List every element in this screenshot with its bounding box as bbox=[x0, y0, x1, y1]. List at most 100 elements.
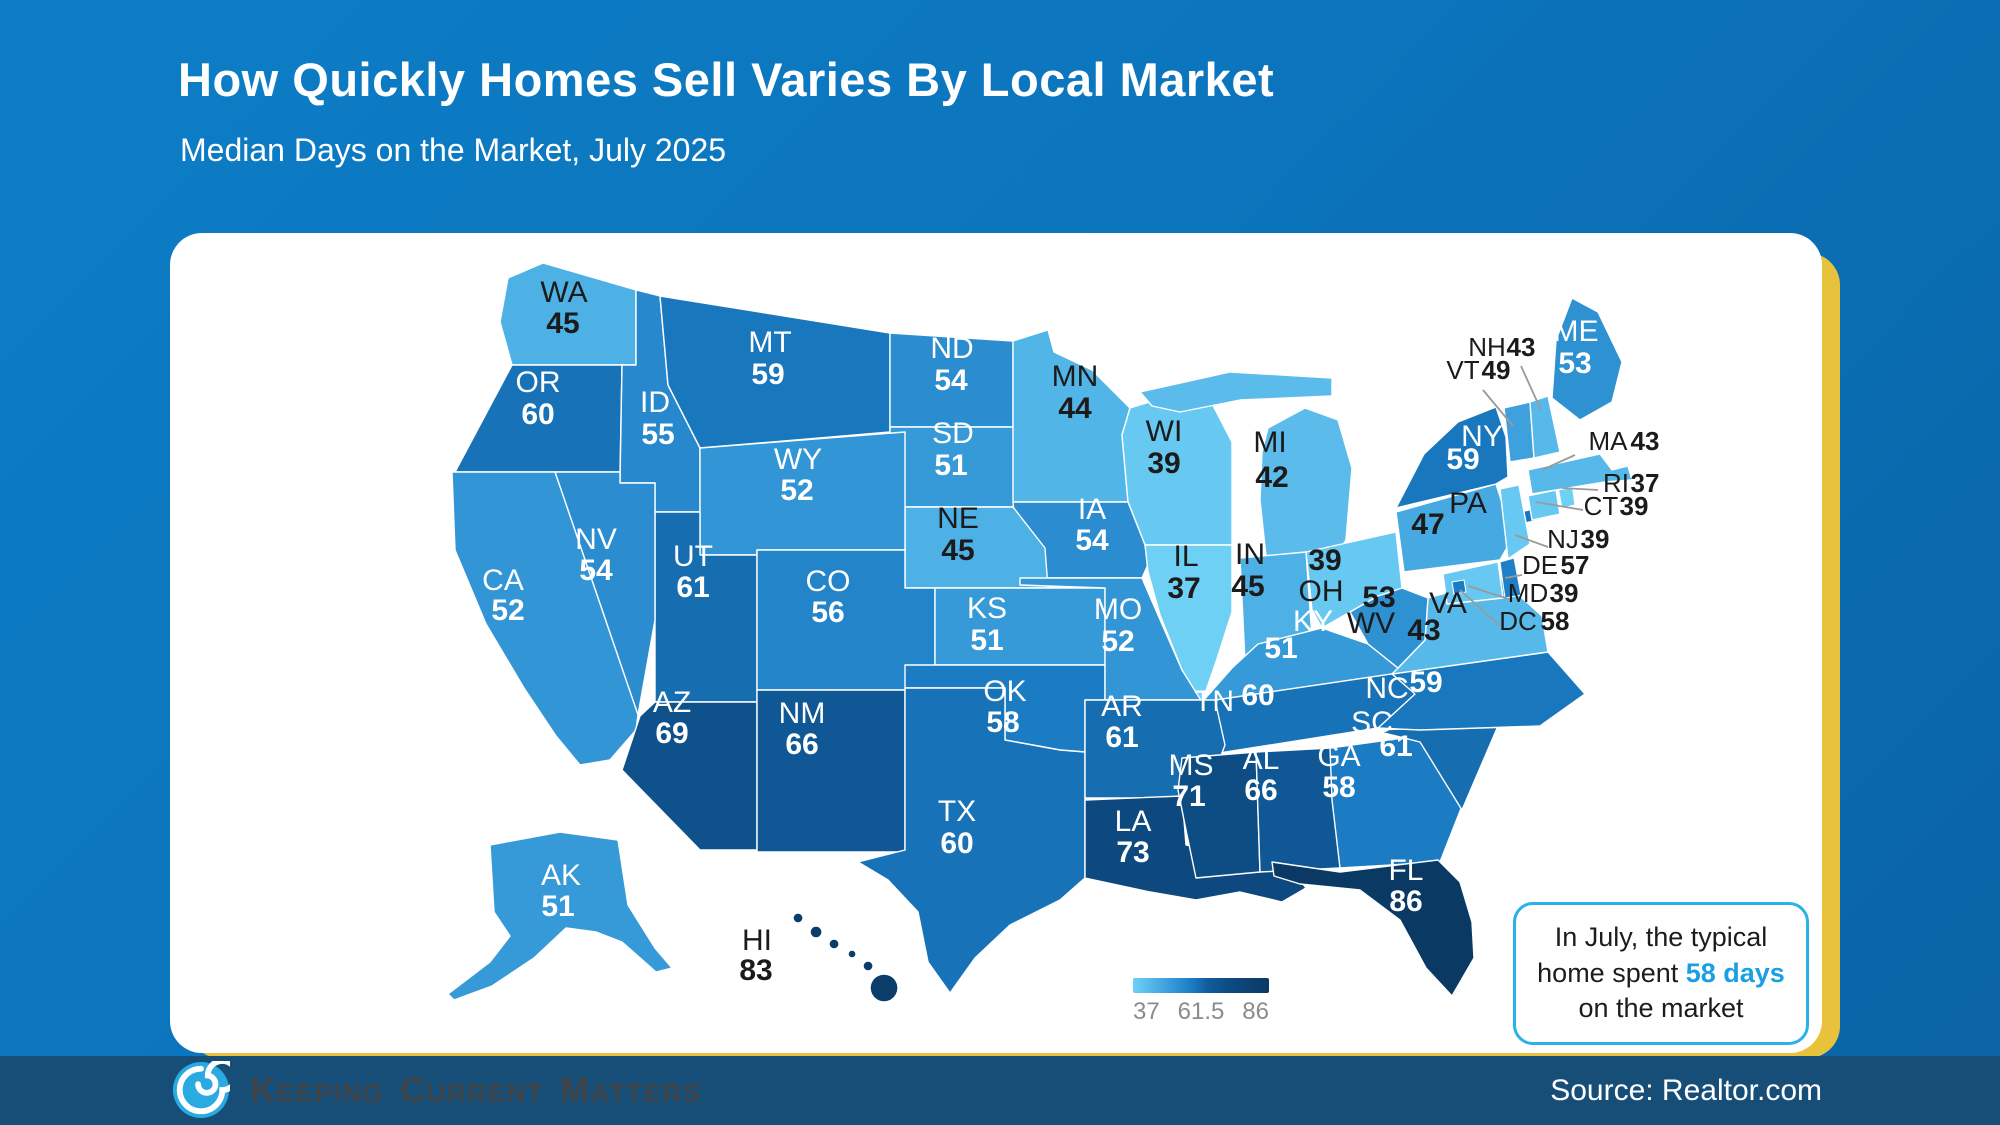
state-value-me: 53 bbox=[1558, 347, 1591, 380]
brand-text: KEEPING CURRENT MATTERS bbox=[250, 1056, 702, 1125]
state-value-dc: 58 bbox=[1541, 606, 1570, 636]
state-label-ok: OK bbox=[983, 675, 1026, 708]
state-value-ms: 71 bbox=[1172, 780, 1205, 813]
legend-ticks: 37 61.5 86 bbox=[1133, 998, 1269, 1026]
state-label-mt: MT bbox=[748, 326, 791, 359]
state-label-nd: ND bbox=[930, 332, 973, 365]
state-label-la: LA bbox=[1115, 805, 1152, 838]
state-value-wa: 45 bbox=[546, 307, 579, 340]
state-value-fl: 86 bbox=[1389, 885, 1422, 918]
state-value-vt: 49 bbox=[1482, 355, 1511, 385]
state-value-ne: 45 bbox=[941, 534, 974, 567]
state-value-sc: 61 bbox=[1379, 730, 1412, 763]
state-label-ga: GA bbox=[1317, 740, 1360, 773]
legend-tick-max: 86 bbox=[1242, 998, 1269, 1025]
state-value-nh: 43 bbox=[1507, 332, 1536, 362]
state-value-il: 37 bbox=[1167, 572, 1200, 605]
state-label-or: OR bbox=[516, 366, 561, 399]
state-value-al: 66 bbox=[1244, 774, 1277, 807]
state-label-de: DE bbox=[1522, 550, 1558, 580]
state-label-pa: PA bbox=[1449, 487, 1487, 520]
leader-line-dc bbox=[1459, 589, 1501, 627]
state-label-fl: FL bbox=[1388, 854, 1423, 887]
state-ak bbox=[447, 831, 673, 1001]
source-text: Source: Realtor.com bbox=[1550, 1073, 1822, 1107]
state-label-in: IN bbox=[1235, 538, 1265, 571]
state-me bbox=[1551, 297, 1623, 421]
state-label-sd: SD bbox=[932, 417, 974, 450]
state-value-nv: 54 bbox=[579, 554, 613, 587]
state-value-wv: 53 bbox=[1362, 581, 1395, 614]
state-label-nv: NV bbox=[575, 523, 617, 556]
state-tx bbox=[857, 687, 1086, 994]
state-value-md: 39 bbox=[1550, 578, 1579, 608]
state-label-tx: TX bbox=[938, 795, 976, 828]
state-label-ca: CA bbox=[482, 564, 524, 597]
brand-word: MATTERS bbox=[560, 1070, 702, 1110]
state-label-ma: MA bbox=[1589, 426, 1629, 456]
state-value-ri: 37 bbox=[1631, 468, 1660, 498]
leader-line-md bbox=[1467, 585, 1513, 601]
state-label-ky: KY bbox=[1293, 605, 1333, 638]
legend-tick-mid: 61.5 bbox=[1177, 998, 1225, 1025]
state-value-hi: 83 bbox=[739, 954, 772, 987]
state-value-co: 56 bbox=[811, 596, 844, 629]
leader-line-nj bbox=[1514, 534, 1549, 548]
state-value-nc: 59 bbox=[1409, 666, 1442, 699]
state-value-ak: 51 bbox=[541, 890, 574, 923]
state-value-tx: 60 bbox=[940, 827, 973, 860]
state-value-ok: 58 bbox=[986, 706, 1019, 739]
callout-text-prefix: In July, the typical home spent bbox=[1537, 922, 1768, 988]
state-label-mo: MO bbox=[1094, 593, 1142, 626]
state-value-mo: 52 bbox=[1101, 625, 1134, 658]
state-value-id: 55 bbox=[641, 418, 674, 451]
callout-box: In July, the typical home spent 58 days … bbox=[1513, 902, 1809, 1045]
state-label-ks: KS bbox=[967, 592, 1007, 625]
state-value-tn: 60 bbox=[1241, 679, 1274, 712]
state-label-il: IL bbox=[1173, 540, 1198, 573]
leader-line-de bbox=[1504, 574, 1523, 579]
page-subtitle: Median Days on the Market, July 2025 bbox=[180, 132, 727, 168]
state-ks bbox=[934, 587, 1106, 666]
state-label-ut: UT bbox=[673, 540, 713, 573]
state-value-nj: 39 bbox=[1581, 524, 1610, 554]
state-ca bbox=[451, 471, 639, 766]
state-label-md: MD bbox=[1508, 578, 1548, 608]
state-label-dc: DC bbox=[1499, 606, 1537, 636]
state-label-al: AL bbox=[1243, 743, 1280, 776]
state-label-ar: AR bbox=[1101, 690, 1143, 723]
state-nc bbox=[1377, 651, 1586, 731]
state-value-nm: 66 bbox=[785, 728, 818, 761]
state-nh bbox=[1529, 395, 1561, 459]
callout-highlight: 58 days bbox=[1685, 957, 1785, 988]
state-label-nc: NC bbox=[1365, 672, 1408, 705]
state-label-me: ME bbox=[1554, 315, 1599, 348]
state-label-mn: MN bbox=[1052, 360, 1099, 393]
state-label-sc: SC bbox=[1351, 706, 1393, 739]
state-value-mt: 59 bbox=[751, 358, 784, 391]
state-label-az: AZ bbox=[653, 686, 691, 719]
color-legend: 37 61.5 86 bbox=[1133, 978, 1269, 1026]
state-label-id: ID bbox=[640, 386, 670, 419]
state-label-ms: MS bbox=[1169, 749, 1214, 782]
state-value-az: 69 bbox=[655, 717, 688, 750]
state-value-va: 43 bbox=[1407, 614, 1440, 647]
state-label-mi: MI bbox=[1253, 426, 1286, 459]
callout-text-suffix: on the market bbox=[1578, 993, 1744, 1024]
state-label-wy: WY bbox=[774, 443, 822, 476]
state-label-oh: OH bbox=[1299, 575, 1344, 608]
state-label-nh: NH bbox=[1468, 332, 1506, 362]
state-mi_up bbox=[1139, 371, 1333, 413]
state-value-ga: 58 bbox=[1322, 771, 1355, 804]
legend-gradient-bar bbox=[1133, 978, 1269, 993]
leader-line-ct bbox=[1535, 501, 1584, 511]
state-label-ne: NE bbox=[937, 502, 979, 535]
state-value-ct: 39 bbox=[1620, 491, 1649, 521]
state-label-nm: NM bbox=[779, 697, 826, 730]
state-value-mn: 44 bbox=[1058, 392, 1092, 425]
state-label-ia: IA bbox=[1078, 493, 1106, 526]
state-label-nj: NJ bbox=[1547, 524, 1579, 554]
state-value-ks: 51 bbox=[970, 624, 1003, 657]
